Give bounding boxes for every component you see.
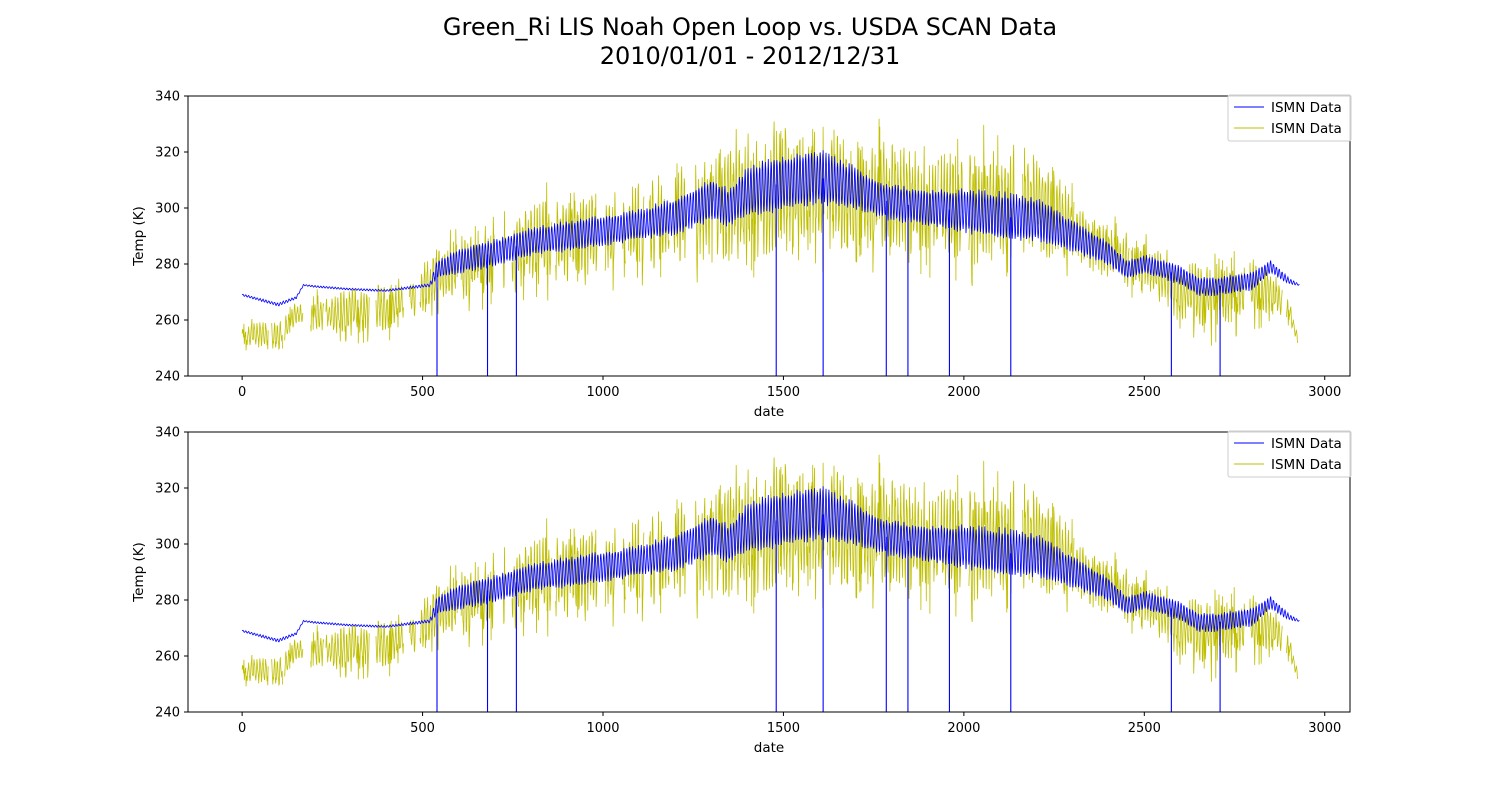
plot-area <box>241 118 1300 376</box>
x-tick-label: 0 <box>238 721 246 736</box>
bottom-subplot: 0 500 1000 1500 2000 2500 3000 240 260 280 300 320 3… <box>131 426 1352 756</box>
legend-label-yellow: ISMN Data <box>1271 457 1342 473</box>
axes-frame <box>187 95 1351 377</box>
figure-title-line1: Green_Ri LIS Noah Open Loop vs. USDA SCA… <box>443 13 1057 41</box>
x-tick-label: 1500 <box>767 721 800 736</box>
y-tick-label: 320 <box>155 482 180 497</box>
x-axis-label: date <box>754 404 784 420</box>
y-tick-label: 280 <box>155 594 180 609</box>
x-tick-label: 0 <box>238 385 246 400</box>
x-tick-label: 2000 <box>947 385 980 400</box>
x-tick-label: 500 <box>410 385 435 400</box>
x-axis-label: date <box>754 740 784 756</box>
legend-label-blue: ISMN Data <box>1271 100 1342 116</box>
y-tick-label: 300 <box>155 538 180 553</box>
legend-label-blue: ISMN Data <box>1271 436 1342 452</box>
top-subplot: 0 500 1000 1500 2000 2500 3000 240 260 280 300 320 3… <box>131 90 1352 420</box>
y-tick-label: 240 <box>155 370 180 385</box>
x-tick-label: 3000 <box>1308 721 1341 736</box>
axes-frame <box>187 431 1351 713</box>
plot-area <box>241 454 1300 712</box>
y-tick-label: 260 <box>155 314 180 329</box>
x-tick-label: 1500 <box>767 385 800 400</box>
y-tick-label: 260 <box>155 650 180 665</box>
y-axis-label: Temp (K) <box>131 542 147 603</box>
y-tick-label: 240 <box>155 706 180 721</box>
y-tick-label: 280 <box>155 258 180 273</box>
tick-group: 0 500 1000 1500 2000 2500 3000 240 260 280 300 320 3… <box>155 426 1341 737</box>
legend-label-yellow: ISMN Data <box>1271 121 1342 137</box>
x-tick-label: 1000 <box>586 385 619 400</box>
x-tick-label: 2500 <box>1128 721 1161 736</box>
tick-group: 0 500 1000 1500 2000 2500 3000 240 260 280 300 320 3… <box>155 90 1341 401</box>
series-line-blue <box>241 486 1300 643</box>
figure-title-line2: 2010/01/01 - 2012/12/31 <box>600 42 901 70</box>
legend: ISMN Data ISMN Data <box>1227 94 1352 142</box>
series-line-yellow <box>241 454 1299 687</box>
x-tick-label: 1000 <box>586 721 619 736</box>
x-tick-label: 2500 <box>1128 385 1161 400</box>
y-axis-label: Temp (K) <box>131 206 147 267</box>
series-line-blue <box>241 150 1300 307</box>
series-line-yellow <box>241 118 1299 351</box>
y-tick-label: 300 <box>155 202 180 217</box>
y-tick-label: 340 <box>155 90 180 105</box>
x-tick-label: 2000 <box>947 721 980 736</box>
y-tick-label: 320 <box>155 146 180 161</box>
x-tick-label: 500 <box>410 721 435 736</box>
y-tick-label: 340 <box>155 426 180 441</box>
legend: ISMN Data ISMN Data <box>1227 430 1352 478</box>
x-tick-label: 3000 <box>1308 385 1341 400</box>
